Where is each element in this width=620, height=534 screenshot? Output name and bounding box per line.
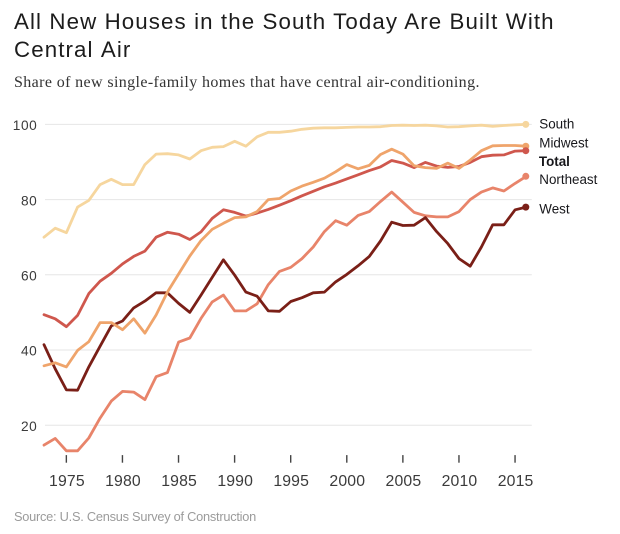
- svg-text:West: West: [539, 202, 570, 217]
- svg-text:Midwest: Midwest: [539, 135, 588, 150]
- svg-text:60: 60: [21, 269, 37, 284]
- svg-text:2010: 2010: [442, 473, 478, 490]
- svg-text:1975: 1975: [49, 473, 85, 490]
- svg-text:40: 40: [21, 344, 37, 359]
- svg-text:1980: 1980: [105, 473, 141, 490]
- svg-text:1995: 1995: [273, 473, 309, 490]
- svg-text:20: 20: [21, 419, 37, 434]
- svg-text:1985: 1985: [161, 473, 197, 490]
- svg-text:2015: 2015: [498, 473, 534, 490]
- svg-text:South: South: [539, 116, 574, 131]
- svg-text:Northeast: Northeast: [539, 172, 597, 187]
- svg-text:2000: 2000: [329, 473, 365, 490]
- svg-text:2005: 2005: [386, 473, 422, 490]
- svg-text:Total: Total: [539, 154, 570, 169]
- svg-text:80: 80: [21, 193, 37, 208]
- svg-text:100: 100: [13, 118, 38, 133]
- svg-text:1990: 1990: [217, 473, 253, 490]
